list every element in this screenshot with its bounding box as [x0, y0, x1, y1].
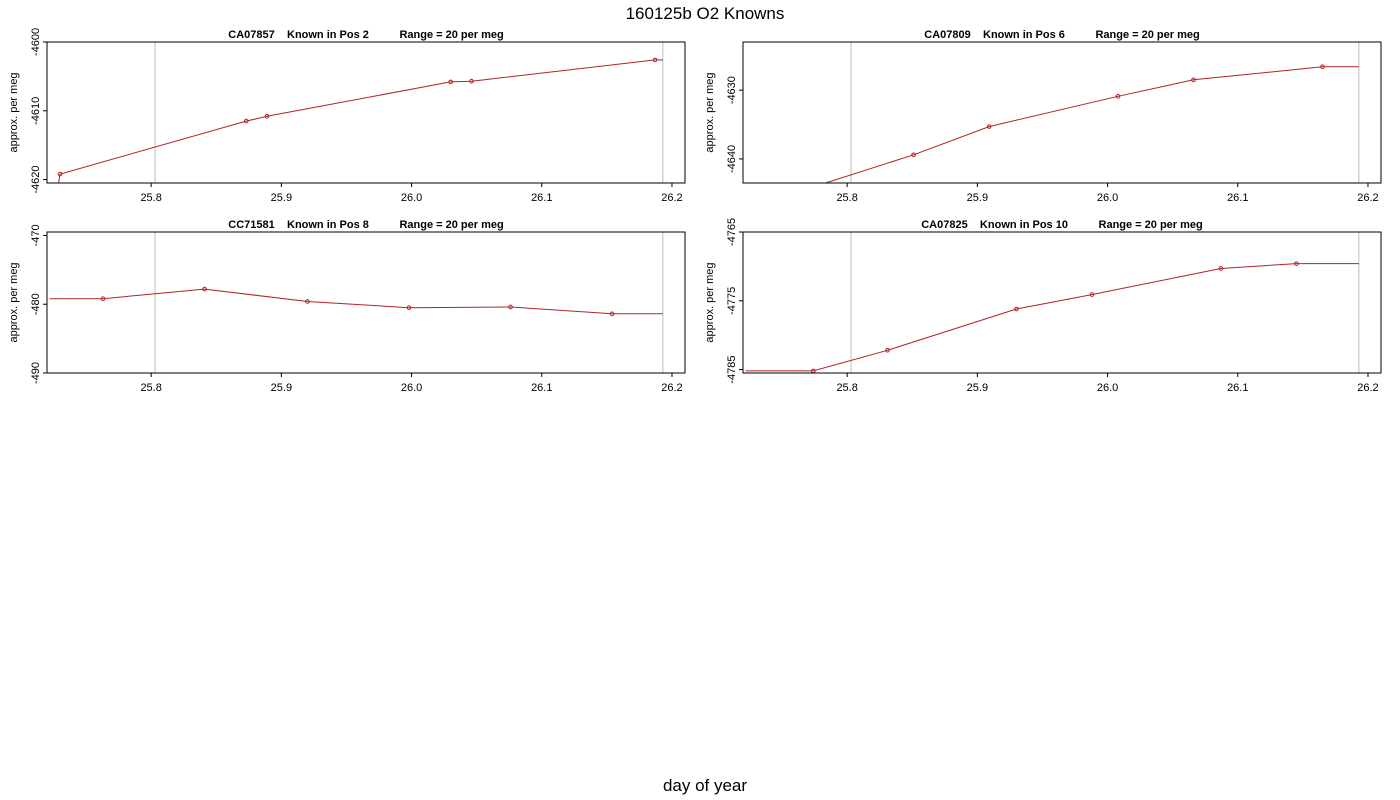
chart-panel-3: CC71581 Known in Pos 8 Range = 20 per me… — [8, 219, 686, 394]
x-tick-label: 26.0 — [401, 382, 422, 394]
data-point — [1089, 292, 1095, 297]
x-tick-label: 25.8 — [140, 382, 161, 394]
data-point — [406, 305, 412, 310]
x-tick-label: 25.8 — [836, 382, 857, 394]
data-point — [1014, 306, 1019, 312]
x-tick-label: 26.0 — [401, 192, 422, 204]
data-point — [469, 78, 474, 84]
data-point — [1294, 261, 1299, 266]
y-axis-label: approx. per meg — [8, 262, 20, 342]
panel-title: CC71581 Known in Pos 8 Range = 20 per me… — [228, 219, 503, 231]
y-axis-label: approx. per meg — [704, 262, 716, 342]
y-tick-label: -4765 — [726, 218, 738, 246]
data-point — [1320, 64, 1325, 70]
data-point — [885, 348, 890, 353]
x-tick-label: 26.2 — [661, 192, 682, 204]
y-tick-label: -480 — [30, 293, 42, 315]
x-tick-label: 26.0 — [1097, 192, 1118, 204]
series-line — [58, 59, 663, 183]
x-tick-label: 25.8 — [836, 192, 857, 204]
series-line — [49, 288, 663, 315]
data-point — [202, 286, 207, 292]
x-tick-label: 26.2 — [661, 382, 682, 394]
y-tick-label: -4640 — [726, 145, 738, 173]
plot-area — [823, 42, 1360, 183]
x-tick-label: 25.9 — [271, 382, 292, 394]
x-tick-label: 26.1 — [1227, 192, 1248, 204]
x-tick-label: 25.8 — [140, 192, 161, 204]
y-tick-label: -4620 — [30, 165, 42, 193]
data-point — [1115, 94, 1121, 99]
figure-title: 160125b O2 Knowns — [626, 4, 785, 23]
x-tick-label: 26.2 — [1357, 192, 1378, 204]
data-point — [305, 299, 310, 304]
data-point — [1218, 266, 1224, 271]
panel-title: CA07809 Known in Pos 6 Range = 20 per me… — [924, 29, 1199, 41]
plot-area — [49, 232, 664, 373]
x-tick-label: 25.9 — [967, 192, 988, 204]
plot-area — [745, 232, 1360, 373]
y-tick-label: -4600 — [30, 28, 42, 56]
x-tick-label: 26.1 — [531, 192, 552, 204]
data-point — [508, 304, 513, 310]
y-tick-label: -4775 — [726, 287, 738, 315]
x-axis-label: day of year — [663, 776, 747, 795]
y-tick-label: -4630 — [726, 76, 738, 104]
y-tick-label: -4785 — [726, 355, 738, 383]
data-point — [264, 113, 270, 119]
series-line — [745, 263, 1359, 372]
chart-panel-1: CA07857 Known in Pos 2 Range = 20 per me… — [8, 28, 686, 204]
x-tick-label: 26.0 — [1097, 382, 1118, 394]
panel-title: CA07825 Known in Pos 10 Range = 20 per m… — [921, 219, 1203, 231]
y-tick-label: -490 — [30, 362, 42, 384]
chart-panels: CA07857 Known in Pos 2 Range = 20 per me… — [8, 28, 1382, 394]
data-point — [609, 311, 615, 317]
data-point — [986, 124, 992, 129]
panel-frame — [46, 231, 686, 374]
x-tick-label: 26.2 — [1357, 382, 1378, 394]
data-point — [57, 171, 63, 177]
x-tick-label: 26.1 — [1227, 382, 1248, 394]
data-point — [100, 296, 106, 302]
x-tick-label: 25.9 — [271, 192, 292, 204]
x-tick-label: 26.1 — [531, 382, 552, 394]
data-point — [652, 57, 658, 63]
data-point — [448, 79, 453, 85]
data-point — [243, 118, 249, 124]
y-tick-label: -4610 — [30, 97, 42, 125]
data-point — [1191, 77, 1196, 83]
panel-frame — [46, 41, 686, 184]
plot-area — [57, 42, 664, 183]
y-axis-label: approx. per meg — [8, 72, 20, 152]
chart-panel-4: CA07825 Known in Pos 10 Range = 20 per m… — [704, 218, 1382, 394]
data-point — [911, 152, 916, 158]
chart-panel-2: CA07809 Known in Pos 6 Range = 20 per me… — [704, 29, 1382, 204]
x-tick-label: 25.9 — [967, 382, 988, 394]
panel-title: CA07857 Known in Pos 2 Range = 20 per me… — [228, 29, 503, 41]
y-axis-label: approx. per meg — [704, 72, 716, 152]
series-line — [823, 66, 1359, 183]
y-tick-label: -470 — [30, 224, 42, 246]
panel-frame — [742, 41, 1382, 184]
panel-frame — [742, 231, 1382, 374]
